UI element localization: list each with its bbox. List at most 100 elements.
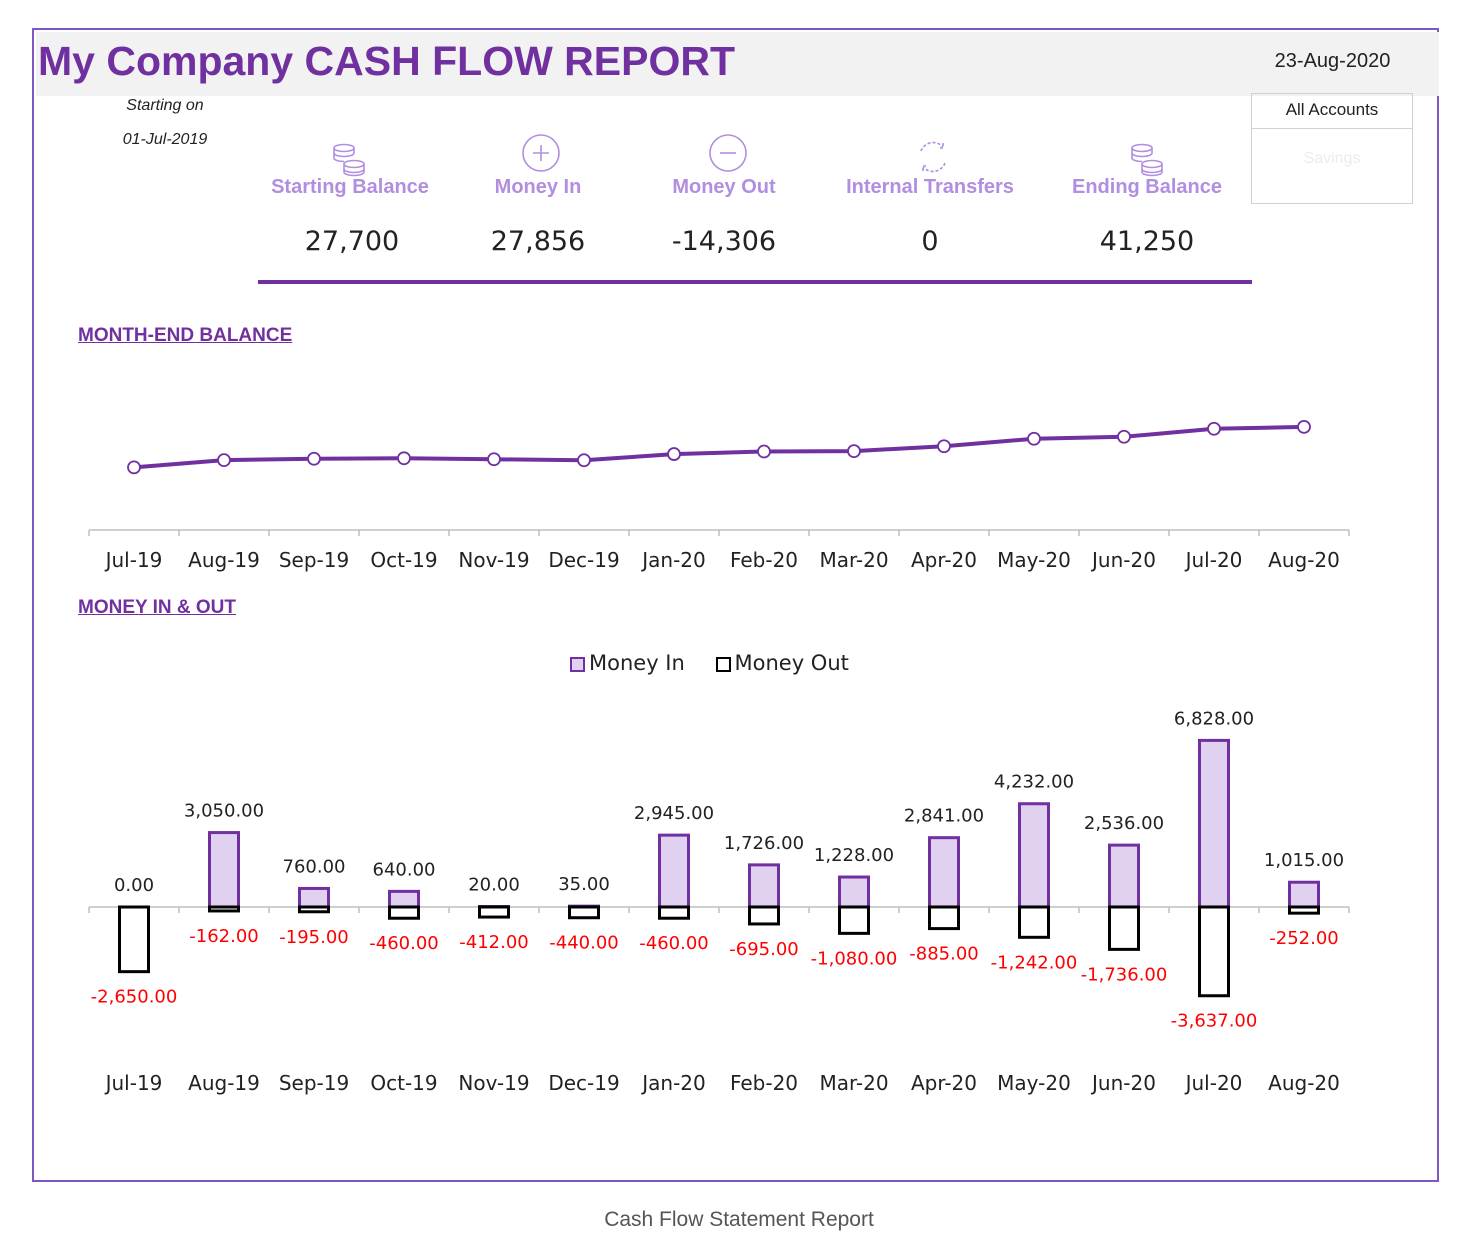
data-label-money-in-jul-20: 6,828.00 [1174,708,1254,729]
data-label-money-in-feb-20: 1,726.00 [724,833,804,854]
data-label-money-in-apr-20: 2,841.00 [904,806,984,827]
legend-swatch-money-in [570,656,585,672]
data-label-money-out-oct-19: -460.00 [369,933,438,954]
x-tick-label-aug-19: Aug-19 [188,548,260,572]
x-tick-label-dec-19: Dec-19 [548,1071,619,1095]
balance-point-dec-19 [577,453,591,468]
bar-money-in-aug-19 [208,831,240,909]
bar-money-out-oct-19 [388,905,420,920]
data-label-money-in-jan-20: 2,945.00 [634,803,714,824]
balance-point-feb-20 [757,444,771,459]
bar-money-in-feb-20 [748,863,780,909]
bar-money-in-may-20 [1018,802,1050,909]
bar-money-out-jul-19 [118,905,150,974]
data-label-money-in-sep-19: 760.00 [283,856,346,877]
bar-money-out-aug-19 [208,905,240,913]
data-label-money-in-may-20: 4,232.00 [994,772,1074,793]
account-slicer: All Accounts Savings [1251,93,1413,204]
bar-money-in-oct-19 [388,889,420,909]
balance-series-line [133,424,1305,470]
data-label-money-in-nov-19: 20.00 [468,875,520,896]
bar-money-in-sep-19 [298,886,330,909]
kpi-value-starting-balance: 27,700 [304,226,400,257]
coins-icon [1131,143,1163,177]
x-tick-label-apr-20: Apr-20 [911,548,977,572]
kpi-value-internal-transfers: 0 [921,226,939,257]
balance-point-may-20 [1027,431,1041,446]
bar-money-in-apr-20 [928,836,960,909]
section-title-balance: MONTH-END BALANCE [78,325,293,346]
starting-date: 01-Jul-2019 [122,131,208,148]
coins-icon [333,143,365,177]
x-tick-label-jun-20: Jun-20 [1090,548,1156,572]
data-label-money-out-sep-19: -195.00 [279,927,348,948]
bar-money-out-nov-19 [478,905,510,919]
x-tick-label-aug-20: Aug-20 [1268,1071,1340,1095]
data-label-money-out-jun-20: -1,736.00 [1081,964,1168,985]
balance-point-aug-19 [217,453,231,468]
x-tick-label-oct-19: Oct-19 [370,548,437,572]
bar-money-out-jun-20 [1108,905,1140,951]
balance-point-nov-19 [487,452,501,467]
bar-money-out-jul-20 [1198,905,1230,998]
kpi-value-money-out: -14,306 [671,226,777,257]
report-date: 23-Aug-2020 [1274,50,1391,72]
data-label-money-in-oct-19: 640.00 [373,859,436,880]
x-tick-label-jul-20: Jul-20 [1184,1071,1243,1095]
minus-circle-icon [709,134,747,172]
data-label-money-out-jan-20: -460.00 [639,933,708,954]
balance-point-sep-19 [307,451,321,466]
transfer-cycle-icon [920,141,946,173]
money-in-out-bar-chart: 0.00 -2,650.00 Jul-19 3,050.00 -162.00 Aug-19… [88,708,1350,1095]
data-label-money-out-aug-19: -162.00 [189,926,258,947]
x-tick-label-mar-20: Mar-20 [819,548,888,572]
x-tick-label-apr-20: Apr-20 [911,1071,977,1095]
x-tick-label-feb-20: Feb-20 [730,548,798,572]
plus-circle-icon [522,134,560,172]
data-label-money-out-jul-19: -2,650.00 [91,987,178,1008]
kpi-value-money-in: 27,856 [490,226,586,257]
legend-swatch-money-out [715,656,731,672]
data-label-money-in-dec-19: 35.00 [558,874,610,895]
balance-point-jul-20 [1207,421,1221,436]
kpi-label-starting-balance: Starting Balance [271,176,429,198]
x-tick-label-jun-20: Jun-20 [1090,1071,1156,1095]
report-frame [32,28,1439,1182]
balance-point-jul-19 [127,460,141,475]
account-option-savings[interactable]: Savings [1303,150,1361,167]
bar-money-out-jan-20 [658,905,690,920]
bar-money-in-mar-20 [838,875,870,909]
data-label-money-in-aug-19: 3,050.00 [184,801,264,822]
balance-point-jun-20 [1117,429,1131,444]
kpi-value-ending-balance: 41,250 [1099,226,1195,257]
chart-legend: Money In Money Out [570,650,873,680]
kpi-label-money-out: Money Out [672,176,776,198]
x-tick-label-feb-20: Feb-20 [730,1071,798,1095]
data-label-money-in-jul-19: 0.00 [114,875,154,896]
account-option-all[interactable]: All Accounts [1252,94,1412,129]
data-label-money-out-jul-20: -3,637.00 [1171,1011,1258,1032]
x-tick-label-jul-19: Jul-19 [104,548,163,572]
data-label-money-out-mar-20: -1,080.00 [811,948,898,969]
bar-money-in-aug-20 [1288,880,1320,909]
x-tick-label-jul-20: Jul-20 [1184,548,1243,572]
section-title-money-in-out: MONEY IN & OUT [78,597,236,618]
x-tick-label-jan-20: Jan-20 [640,548,706,572]
data-label-money-in-aug-20: 1,015.00 [1264,850,1344,871]
bar-money-out-sep-19 [298,905,330,914]
bar-money-out-apr-20 [928,905,960,931]
data-label-money-out-apr-20: -885.00 [909,944,978,965]
kpi-label-money-in: Money In [494,176,582,198]
balance-point-mar-20 [847,444,861,459]
kpi-divider [258,280,1252,284]
data-label-money-out-aug-20: -252.00 [1269,928,1338,949]
figure-caption: Cash Flow Statement Report [604,1208,874,1231]
legend-money-out: Money Out [715,651,849,675]
x-tick-label-jan-20: Jan-20 [640,1071,706,1095]
bar-money-in-jan-20 [658,833,690,909]
x-tick-label-aug-19: Aug-19 [188,1071,260,1095]
legend-money-in: Money In [570,651,685,675]
data-label-money-in-jun-20: 2,536.00 [1084,813,1164,834]
bar-money-out-mar-20 [838,905,870,935]
data-label-money-out-dec-19: -440.00 [549,933,618,954]
